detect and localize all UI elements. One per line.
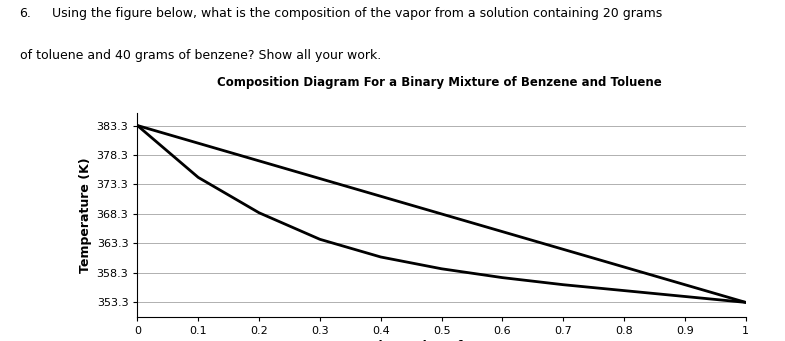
Text: Composition Diagram For a Binary Mixture of Benzene and Toluene: Composition Diagram For a Binary Mixture… xyxy=(217,76,662,89)
Text: 6.: 6. xyxy=(20,7,31,20)
X-axis label: mol Fraction of Benzene: mol Fraction of Benzene xyxy=(356,340,527,341)
Text: of toluene and 40 grams of benzene? Show all your work.: of toluene and 40 grams of benzene? Show… xyxy=(20,49,381,62)
Y-axis label: Temperature (K): Temperature (K) xyxy=(79,157,93,273)
Text: Using the figure below, what is the composition of the vapor from a solution con: Using the figure below, what is the comp… xyxy=(20,7,662,20)
